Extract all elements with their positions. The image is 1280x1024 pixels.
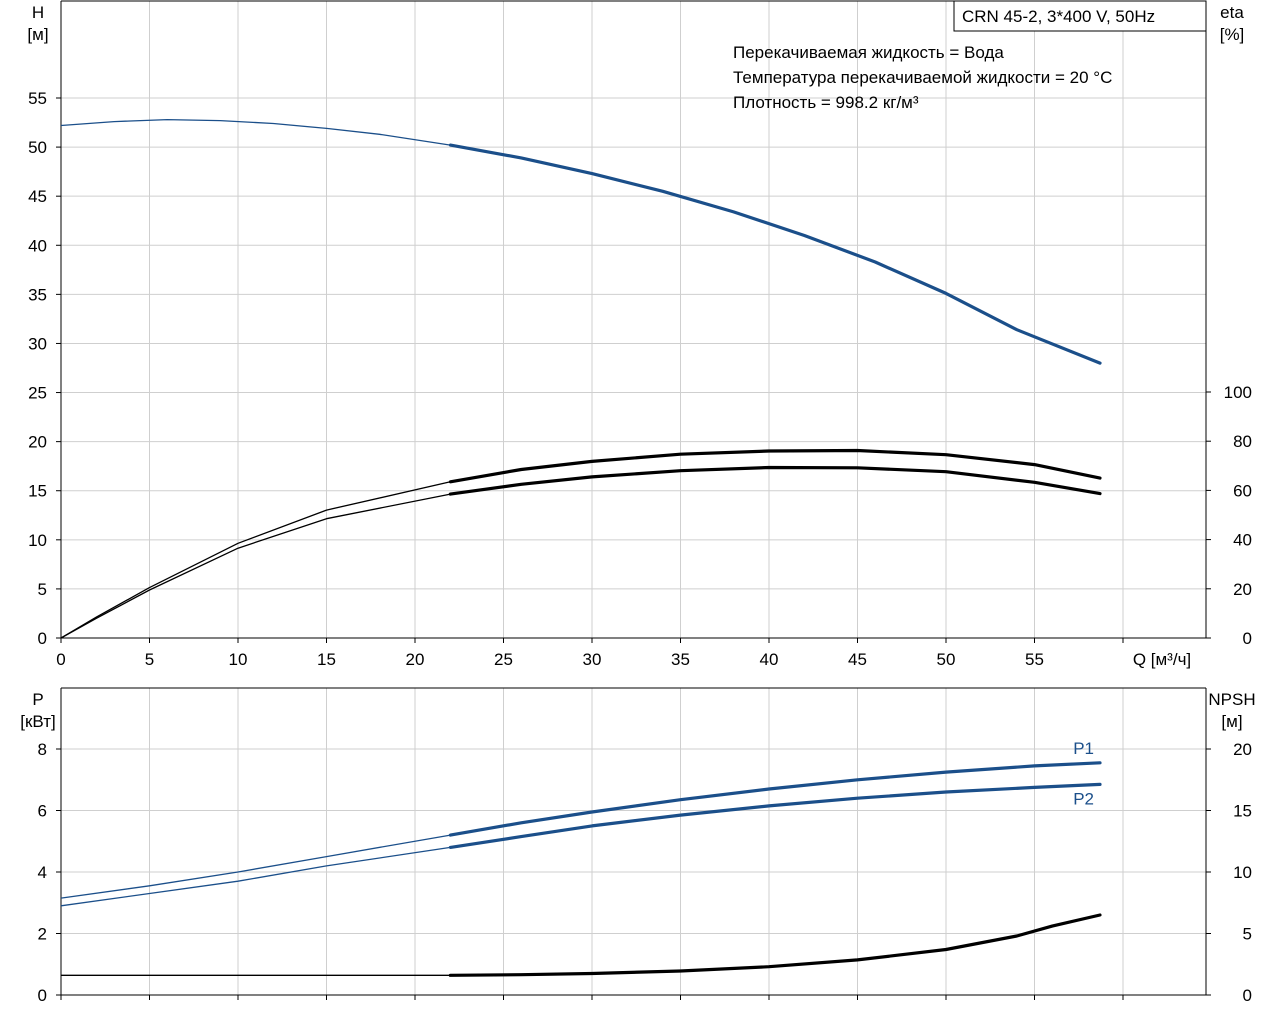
panel1-y-left-tick-label: 45 <box>28 187 47 206</box>
panel1-y-left-tick-label: 0 <box>38 629 47 648</box>
info-line-1: Перекачиваемая жидкость = Вода <box>733 43 1004 62</box>
chart-title: CRN 45-2, 3*400 V, 50Hz <box>962 7 1155 26</box>
panel1-y-left-tick-label: 5 <box>38 580 47 599</box>
panel1-y-right-tick-label: 0 <box>1243 629 1252 648</box>
panel1-y-left-tick-label: 50 <box>28 138 47 157</box>
panel1-y-left-tick-label: 55 <box>28 89 47 108</box>
panel1-y-left-tick-label: 10 <box>28 531 47 550</box>
panel1-y-right-tick-label: 40 <box>1233 531 1252 550</box>
panel1-x-tick-label: 45 <box>848 650 867 669</box>
panel1-y-right-tick-label: 80 <box>1233 432 1252 451</box>
panel1-y-left-title: H <box>32 3 44 22</box>
panel2-y-right-title: NPSH <box>1208 690 1255 709</box>
panel1-x-tick-label: 10 <box>229 650 248 669</box>
panel1-curve-2-line-thick <box>448 448 1102 484</box>
panel1-y-right-unit: [%] <box>1220 25 1245 44</box>
panel2-p1-line-thin <box>60 834 451 899</box>
panel2-p2-line-thick <box>448 782 1102 849</box>
panel2-p1-line-thick <box>448 761 1102 837</box>
panel1-y-right-tick-label: 100 <box>1224 383 1252 402</box>
panel2-y-left-tick-label: 6 <box>38 802 47 821</box>
panel2-y-left-tick-label: 0 <box>38 986 47 1005</box>
panel2-y-left-unit: [кВт] <box>20 712 55 731</box>
panel1-curve-2-line-thin <box>60 481 451 639</box>
panel1-x-tick-label: 40 <box>760 650 779 669</box>
panel1-y-left-tick-label: 30 <box>28 334 47 353</box>
info-line-3: Плотность = 998.2 кг/м³ <box>733 93 919 112</box>
panel1-x-tick-label: 55 <box>1025 650 1044 669</box>
panel1-curve-1-line-thin <box>60 118 451 146</box>
panel2-p2-label: P2 <box>1073 789 1094 808</box>
panel1-x-tick-label: 35 <box>671 650 690 669</box>
panel2-y-right-tick-label: 5 <box>1243 925 1252 944</box>
panel1-x-tick-label: 20 <box>406 650 425 669</box>
panel1-x-tick-label: 30 <box>583 650 602 669</box>
panel2-y-right-tick-label: 10 <box>1233 863 1252 882</box>
panel1-y-right-tick-label: 60 <box>1233 481 1252 500</box>
panel1-x-tick-label: 0 <box>56 650 65 669</box>
panel1-y-left-tick-label: 35 <box>28 285 47 304</box>
panel2-y-right-unit: [м] <box>1221 712 1242 731</box>
panel2-curve-3-line-thick <box>448 913 1102 977</box>
panel2-y-right-tick-label: 15 <box>1233 802 1252 821</box>
panel1-curve-1-line-thick <box>448 143 1102 365</box>
title-box <box>953 0 1207 32</box>
panel2-y-left-tick-label: 2 <box>38 925 47 944</box>
panel1-x-tick-label: 5 <box>145 650 154 669</box>
panel1-x-tick-label: 15 <box>317 650 336 669</box>
panel2-y-left-title: P <box>32 690 43 709</box>
panel2-p2-line-thin <box>60 846 451 907</box>
panel2-p1-label: P1 <box>1073 739 1094 758</box>
panel1-x-tick-label: 25 <box>494 650 513 669</box>
panel1-curve-3-line-thick <box>448 465 1102 496</box>
panel1-y-left-tick-label: 40 <box>28 236 47 255</box>
panel1-y-right-title: eta <box>1220 3 1244 22</box>
panel1-curve-3-line-thin <box>60 493 451 639</box>
info-line-2: Температура перекачиваемой жидкости = 20… <box>733 68 1112 87</box>
panel2-y-right-tick-label: 20 <box>1233 740 1252 759</box>
panel1-y-left-unit: [м] <box>27 25 48 44</box>
panel2-y-left-tick-label: 8 <box>38 740 47 759</box>
panel1-x-axis-label: Q [м³/ч] <box>1133 650 1191 669</box>
panel1-x-tick-label: 50 <box>937 650 956 669</box>
panel1-y-left-tick-label: 20 <box>28 433 47 452</box>
panel1-y-right-tick-label: 20 <box>1233 580 1252 599</box>
panel1-y-left-tick-label: 25 <box>28 384 47 403</box>
panel1-y-left-tick-label: 15 <box>28 482 47 501</box>
panel2-y-right-tick-label: 0 <box>1243 986 1252 1005</box>
panel2-y-left-tick-label: 4 <box>38 863 47 882</box>
